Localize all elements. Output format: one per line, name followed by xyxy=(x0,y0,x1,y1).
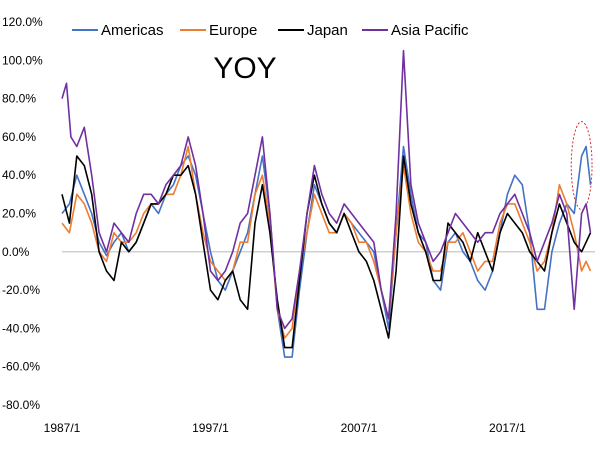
y-tick-label: -60.0% xyxy=(2,360,40,374)
y-tick-label: 0.0% xyxy=(2,245,30,259)
y-tick-label: 60.0% xyxy=(2,130,36,144)
legend-label-japan: Japan xyxy=(307,22,348,39)
legend-label-americas: Americas xyxy=(101,22,164,39)
series-line-europe xyxy=(61,145,592,339)
y-tick-label: 120.0% xyxy=(2,15,43,29)
y-tick-label: 20.0% xyxy=(2,207,36,221)
x-axis-ticks: 1987/1 1997/1 2007/1 2017/1 xyxy=(44,421,526,435)
legend-label-asia-pacific: Asia Pacific xyxy=(391,22,469,39)
y-tick-label: 80.0% xyxy=(2,92,36,106)
y-tick-label: -20.0% xyxy=(2,283,40,297)
x-tick-label: 2007/1 xyxy=(341,421,378,435)
legend-label-europe: Europe xyxy=(209,22,257,39)
y-axis-ticks: 120.0% 100.0% 80.0% 60.0% 40.0% 20.0% 0.0% -20.… xyxy=(2,15,43,412)
legend: Americas Europe Japan Asia Pacific xyxy=(72,22,469,39)
y-tick-label: 40.0% xyxy=(2,168,36,182)
chart-annotation-yoy: YOY xyxy=(213,52,276,85)
y-tick-label: -40.0% xyxy=(2,321,40,335)
x-tick-label: 2017/1 xyxy=(489,421,526,435)
y-tick-label: 100.0% xyxy=(2,53,43,67)
series-line-asia-pacific xyxy=(61,49,592,330)
highlight-ellipse xyxy=(570,121,593,211)
x-tick-label: 1987/1 xyxy=(44,421,81,435)
x-tick-label: 1997/1 xyxy=(192,421,229,435)
series-line-japan xyxy=(61,155,592,349)
y-tick-label: -80.0% xyxy=(2,398,40,412)
series-layer xyxy=(61,49,592,358)
